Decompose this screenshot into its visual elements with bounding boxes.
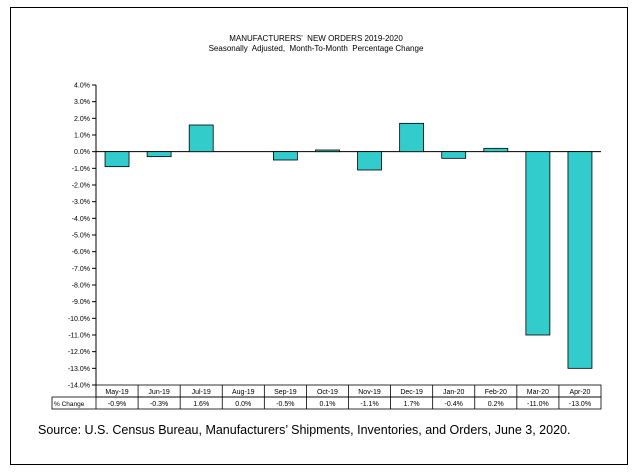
category-label: Jan-20	[443, 389, 465, 396]
category-label: Nov-19	[358, 389, 381, 396]
y-tick-label: -2.0%	[72, 183, 90, 190]
bar-dec-19	[399, 122, 425, 153]
table-value-row	[51, 396, 602, 410]
value-label: -0.3%	[150, 401, 168, 408]
y-tick-label: -12.0%	[68, 349, 90, 356]
bar-jun-19	[146, 151, 172, 158]
value-label: 0.2%	[488, 401, 504, 408]
y-tick-label: -8.0%	[72, 283, 90, 290]
category-label: Dec-19	[400, 389, 423, 396]
value-label: -11.0%	[527, 401, 549, 408]
data-table: May-19 -0.9% Jun-19 -0.3% Jul-19 1.6% Aug-19 0.…	[51, 384, 602, 410]
y-tick-label: -6.0%	[72, 249, 90, 256]
bar-apr-20	[567, 151, 593, 369]
bar-feb-20	[483, 147, 509, 153]
bar-chart: MANUFACTURERS' NEW ORDERS 2019-2020 Seas…	[51, 34, 602, 410]
value-label: -0.5%	[276, 401, 294, 408]
category-label: Apr-20	[569, 389, 590, 396]
chart-frame	[10, 7, 628, 465]
value-label: -0.4%	[445, 401, 463, 408]
y-tick-label: 2.0%	[74, 116, 90, 123]
chart-title: MANUFACTURERS' NEW ORDERS 2019-2020	[229, 34, 403, 43]
category-label: Mar-20	[527, 389, 549, 396]
bar-jul-19	[188, 124, 214, 153]
y-tick-label: 1.0%	[74, 133, 90, 140]
y-tick-label: -5.0%	[72, 233, 90, 240]
bar-jan-20	[441, 151, 467, 159]
y-tick-label: -10.0%	[68, 316, 90, 323]
value-label: 0.0%	[235, 401, 251, 408]
bar-may-19	[104, 151, 130, 168]
y-tick-label: 0.0%	[74, 149, 90, 156]
value-label: -0.9%	[108, 401, 126, 408]
chart-subtitle: Seasonally Adjusted, Month-To-Month Perc…	[209, 44, 424, 53]
y-tick-label: 3.0%	[74, 99, 90, 106]
y-tick-label: -4.0%	[72, 216, 90, 223]
category-label: Aug-19	[232, 389, 255, 396]
value-label: 1.7%	[404, 401, 420, 408]
table-row-label: % Change	[54, 401, 85, 408]
value-label: 1.6%	[193, 401, 209, 408]
category-label: Oct-19	[317, 389, 338, 396]
category-label: Feb-20	[485, 389, 507, 396]
y-axis: 4.0% 3.0% 2.0% 1.0% 0.0% -1.0% -2.0% -3.0% -4.0%…	[68, 83, 601, 390]
y-tick-label: -7.0%	[72, 266, 90, 273]
bar-nov-19	[357, 151, 382, 171]
category-label: Jun-19	[148, 389, 170, 396]
y-tick-label: 4.0%	[74, 83, 90, 90]
source-note: Source: U.S. Census Bureau, Manufacturer…	[38, 423, 571, 437]
bar-sep-19	[272, 151, 298, 161]
category-label: Sep-19	[274, 389, 297, 396]
y-tick-label: -9.0%	[72, 299, 90, 306]
y-tick-label: -3.0%	[72, 199, 90, 206]
y-tick-label: -14.0%	[68, 383, 90, 390]
value-label: -13.0%	[569, 401, 591, 408]
bar-mar-20	[525, 151, 551, 336]
y-tick-label: -1.0%	[72, 166, 90, 173]
value-label: -1.1%	[360, 401, 378, 408]
bars	[104, 122, 593, 369]
y-tick-label: -13.0%	[68, 366, 90, 373]
category-label: May-19	[105, 389, 128, 396]
bar-oct-19	[315, 149, 340, 153]
category-label: Jul-19	[192, 389, 211, 396]
value-label: 0.1%	[319, 401, 335, 408]
y-tick-label: -11.0%	[68, 333, 90, 340]
